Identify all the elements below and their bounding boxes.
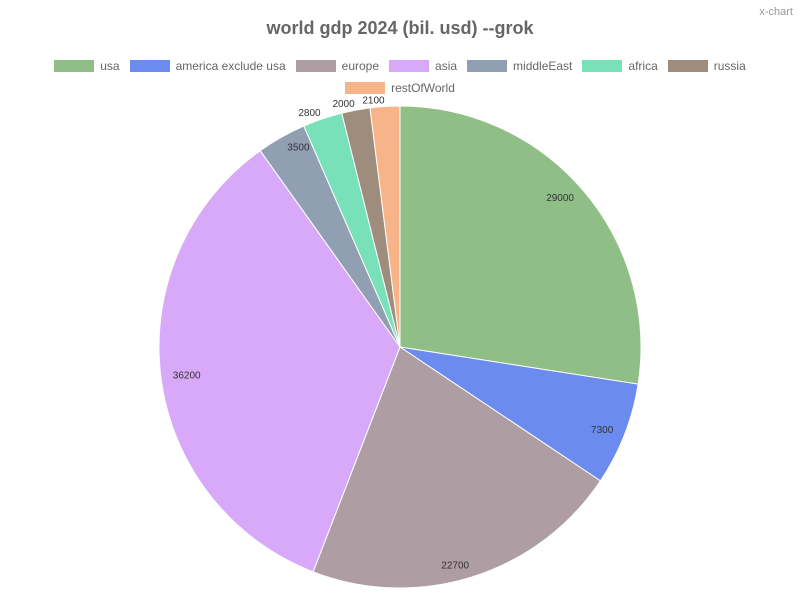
pie-slice-usa[interactable] <box>399 105 642 385</box>
legend-item-europe[interactable]: europe <box>295 58 380 74</box>
pie-slice-europe[interactable] <box>312 346 602 589</box>
legend-item-asia[interactable]: asia <box>389 58 457 74</box>
legend-swatch <box>467 60 508 72</box>
legend-item-restofworld[interactable]: restOfWorld <box>345 80 455 96</box>
pie-slice-america-exclude-usa[interactable] <box>399 346 639 482</box>
slice-value-label: 7300 <box>591 425 614 436</box>
legend-label: europe <box>341 59 380 73</box>
pie-slice-asia[interactable] <box>158 149 401 573</box>
legend: usa america exclude usa europe asia middleEa… <box>40 58 760 96</box>
slice-value-label: 29000 <box>546 193 574 204</box>
slice-value-label: 22700 <box>441 560 469 571</box>
slice-value-label: 2100 <box>362 96 385 107</box>
legend-swatch <box>295 60 336 72</box>
legend-item-america-exclude-usa[interactable]: america exclude usa <box>129 58 286 74</box>
legend-label: russia <box>713 59 746 73</box>
legend-swatch <box>582 60 623 72</box>
legend-swatch <box>345 82 386 94</box>
legend-item-middleeast[interactable]: middleEast <box>467 58 572 74</box>
legend-label: america exclude usa <box>175 59 286 73</box>
legend-item-russia[interactable]: russia <box>667 58 746 74</box>
slice-value-label: 2000 <box>332 99 355 110</box>
legend-label: asia <box>435 59 458 73</box>
legend-swatch <box>54 60 95 72</box>
slice-value-label: 2800 <box>298 108 321 119</box>
legend-label: restOfWorld <box>391 81 455 95</box>
legend-label: usa <box>100 59 120 73</box>
legend-label: middleEast <box>513 59 573 73</box>
watermark: x-chart <box>759 6 793 18</box>
legend-item-usa[interactable]: usa <box>54 58 120 74</box>
legend-swatch <box>129 60 170 72</box>
pie-slice-restofworld[interactable] <box>369 105 401 348</box>
legend-item-africa[interactable]: africa <box>582 58 658 74</box>
slice-value-label: 3500 <box>287 143 310 154</box>
legend-label: africa <box>628 59 658 73</box>
chart-title: world gdp 2024 (bil. usd) --grok <box>266 18 534 38</box>
legend-swatch <box>389 60 430 72</box>
slice-value-label: 36200 <box>173 371 201 382</box>
legend-swatch <box>667 60 708 72</box>
